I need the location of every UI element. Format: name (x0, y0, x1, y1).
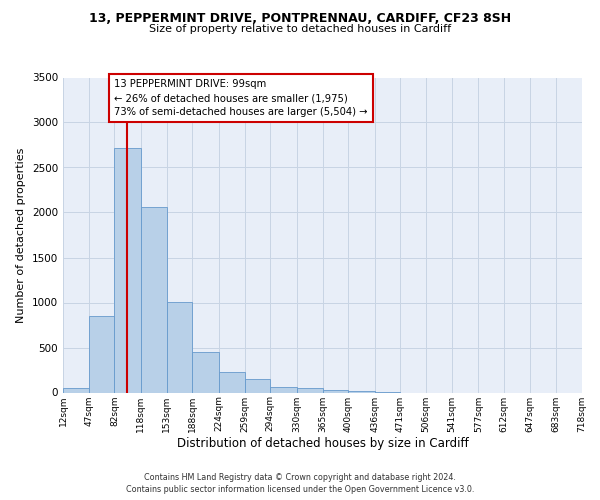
Bar (193, 352, 219, 393)
Y-axis label: Number of detached properties: Number of detached properties (16, 148, 26, 322)
X-axis label: Distribution of detached houses by size in Cardiff: Distribution of detached houses by size … (176, 437, 469, 450)
Bar (297, 388, 323, 392)
Bar (271, 386, 297, 392)
Text: 13 PEPPERMINT DRIVE: 99sqm
← 26% of detached houses are smaller (1,975)
73% of s: 13 PEPPERMINT DRIVE: 99sqm ← 26% of deta… (115, 80, 368, 118)
Bar (115, 148, 141, 392)
Bar (167, 302, 193, 392)
Bar (219, 372, 245, 392)
Text: Contains HM Land Registry data © Crown copyright and database right 2024.
Contai: Contains HM Land Registry data © Crown c… (126, 473, 474, 494)
Bar (63, 388, 89, 392)
Text: Size of property relative to detached houses in Cardiff: Size of property relative to detached ho… (149, 24, 451, 34)
Bar (141, 206, 167, 392)
Text: 13, PEPPERMINT DRIVE, PONTPRENNAU, CARDIFF, CF23 8SH: 13, PEPPERMINT DRIVE, PONTPRENNAU, CARDI… (89, 12, 511, 26)
Bar (323, 390, 348, 392)
Bar (348, 390, 374, 392)
Bar (89, 316, 115, 392)
Bar (245, 379, 271, 392)
